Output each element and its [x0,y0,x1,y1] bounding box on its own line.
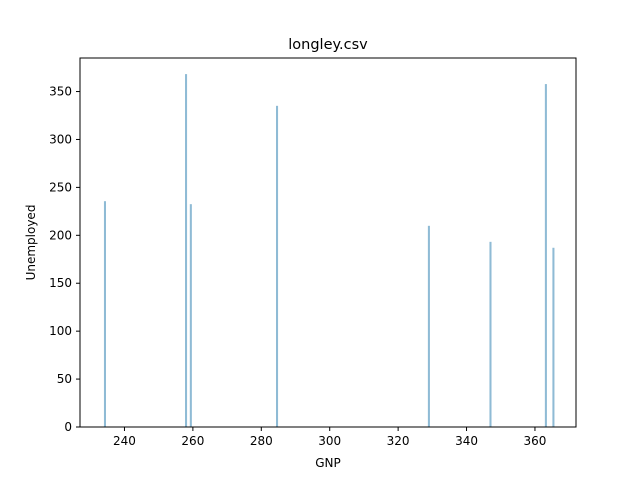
bar [189,204,192,427]
y-tick-label: 0 [64,420,72,434]
chart-title: longley.csv [288,37,368,53]
y-tick-label: 250 [49,180,72,194]
y-axis-ticks: 0 50 100 150 200 250 300 350 [49,85,80,434]
y-tick-label: 50 [57,372,72,386]
bar [276,105,279,427]
plot-area-frame [79,57,577,428]
x-tick-label: 340 [455,434,478,448]
x-axis-label: GNP [315,456,341,470]
x-tick-label: 280 [250,434,273,448]
bar [489,241,492,427]
x-tick-label: 320 [387,434,410,448]
y-tick-label: 350 [49,85,72,99]
bar [544,84,547,427]
y-axis-label: Unemployed [24,205,38,281]
y-tick-label: 300 [49,132,72,146]
bar [552,247,555,427]
y-tick-label: 100 [49,324,72,338]
bars-group [103,74,555,428]
y-tick-label: 200 [49,228,72,242]
bar [427,225,430,427]
y-tick-label: 150 [49,276,72,290]
x-tick-label: 300 [318,434,341,448]
bar [185,74,188,428]
bar [103,201,106,427]
x-tick-label: 240 [113,434,136,448]
x-tick-label: 260 [181,434,204,448]
x-tick-label: 360 [523,434,546,448]
x-axis-ticks: 240 260 280 300 320 340 360 [113,427,546,448]
